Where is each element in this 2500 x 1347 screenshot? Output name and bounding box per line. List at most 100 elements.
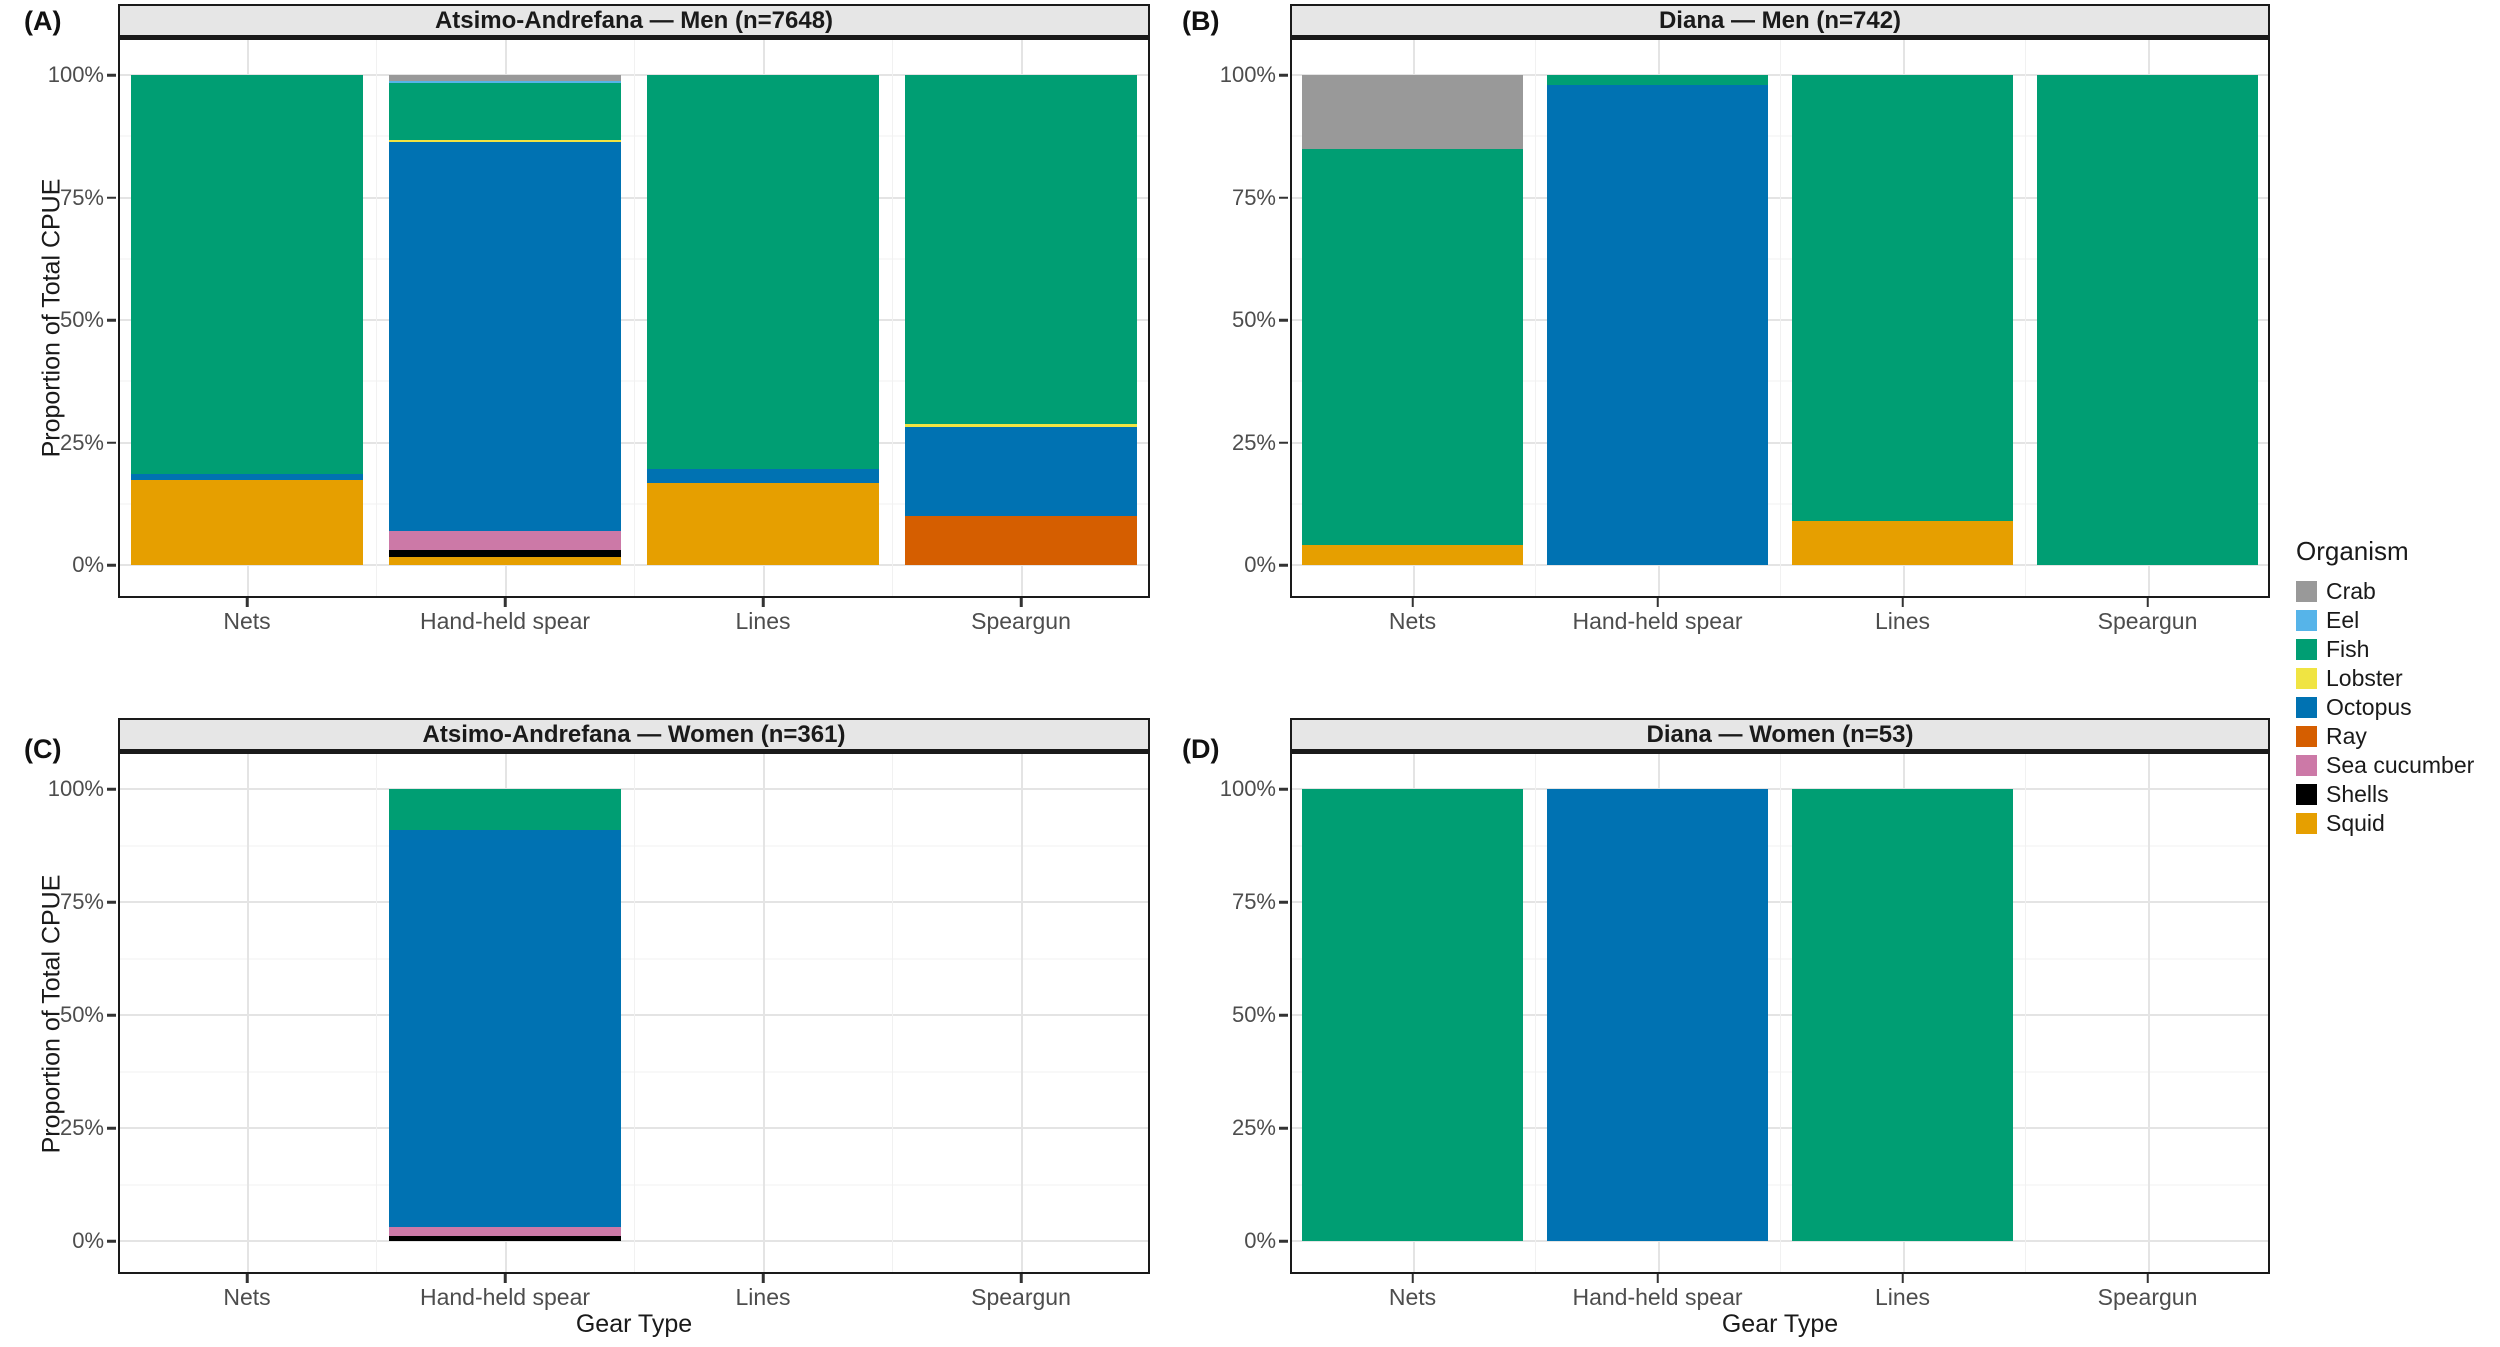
y-tick-label: 75% — [59, 889, 104, 914]
legend-item-shells: Shells — [2296, 780, 2496, 809]
facet-strip: Diana — Men (n=742) — [1290, 4, 2270, 38]
facet-strip: Diana — Women (n=53) — [1290, 718, 2270, 752]
legend-swatch-octopus — [2296, 697, 2317, 718]
gridline-vertical — [2025, 38, 2026, 598]
bar-segment-fish — [2037, 75, 2258, 565]
y-tick-mark — [107, 196, 116, 199]
y-tick-label: 75% — [1231, 889, 1276, 914]
panel-column: Atsimo-Andrefana — Men (n=7648) 100% 75% 5… — [48, 4, 1150, 634]
x-tick-label-speargun: Speargun — [2097, 608, 2198, 634]
x-tick-mark — [1656, 598, 1659, 607]
x-tick-labels: Nets Hand-held spear Lines Speargun — [118, 598, 1150, 634]
y-tick-mark — [107, 318, 116, 322]
x-tick-mark — [1411, 1274, 1414, 1283]
gridline-vertical — [247, 752, 249, 1274]
bar-segment-fish — [904, 75, 1138, 424]
gridline-vertical — [634, 38, 635, 598]
bar-segment-fish — [388, 789, 622, 831]
y-tick-label: 0% — [1244, 1228, 1276, 1253]
x-tick-label-speargun: Speargun — [971, 1284, 1071, 1310]
bar-segment-octopus — [904, 426, 1138, 516]
y-tick-mark — [107, 441, 116, 444]
gridline-vertical — [1021, 752, 1023, 1274]
legend-label-squid: Squid — [2326, 810, 2385, 836]
bar-segment-ray — [904, 515, 1138, 565]
bar-segment-squid — [1302, 545, 1523, 565]
y-tick-mark — [1279, 441, 1288, 444]
y-tick-label: 75% — [59, 184, 104, 210]
x-tick-mark — [1411, 598, 1414, 607]
plot-area: 100% 75% 50% 25% 0% — [48, 38, 1150, 607]
legend-item-lobster: Lobster — [2296, 664, 2496, 693]
y-tick-label: 100% — [1219, 776, 1276, 801]
bar-lines — [646, 75, 880, 565]
bar-segment-octopus — [388, 141, 622, 532]
y-tick-mark — [1279, 1239, 1288, 1243]
strip-title: Atsimo-Andrefana — Women (n=361) — [422, 720, 846, 748]
gridline-vertical — [1535, 38, 1536, 598]
x-tick-label-nets: Nets — [223, 608, 271, 634]
gridline-vertical — [2025, 752, 2026, 1274]
y-tick-label: 50% — [1231, 1002, 1276, 1027]
x-tick-mark — [245, 1274, 249, 1283]
legend-title: Organism — [2296, 536, 2409, 566]
legend-item-sea-cucumber: Sea cucumber — [2296, 751, 2496, 780]
x-tick-mark — [1656, 1274, 1659, 1283]
y-tick-mark — [107, 73, 116, 77]
x-tick-mark — [2146, 1274, 2149, 1283]
x-tick-mark — [503, 598, 507, 607]
x-tick-label-lines: Lines — [735, 1284, 791, 1310]
x-tick-mark — [1019, 598, 1023, 607]
gridline-vertical — [2147, 752, 2150, 1274]
y-tick-label: 50% — [59, 307, 104, 332]
y-tick-mark — [107, 1013, 116, 1017]
legend-label-shells: Shells — [2326, 781, 2389, 807]
x-tick-mark — [503, 1274, 507, 1283]
x-tick-label-speargun: Speargun — [971, 608, 1071, 634]
panel-letter-c: (C) — [24, 734, 62, 764]
panel-letter-b: (B) — [1182, 6, 1220, 36]
bar-segment-octopus — [130, 473, 364, 480]
y-tick-mark — [1279, 1126, 1288, 1130]
y-tick-mark — [107, 1239, 116, 1243]
bar-hand-held-spear — [1547, 75, 1768, 565]
bar-segment-squid — [388, 557, 622, 565]
legend-item-eel: Eel — [2296, 606, 2496, 635]
bars-region — [118, 789, 1150, 1241]
bar-hand-held-spear — [388, 789, 622, 1241]
bar-segment-squid — [646, 482, 880, 565]
plot-area: 100% 75% 50% 25% 0% — [48, 752, 1150, 1283]
bar-segment-fish — [646, 75, 880, 470]
grid-layer — [118, 752, 1150, 1274]
bar-segment-fish — [388, 83, 622, 140]
x-tick-mark — [761, 598, 765, 607]
gridline-vertical — [1535, 752, 1536, 1274]
bar-nets — [130, 75, 364, 565]
strip-title: Atsimo-Andrefana — Men (n=7648) — [434, 6, 834, 34]
legend-item-fish: Fish — [2296, 635, 2496, 664]
bar-lines — [1792, 75, 2013, 565]
x-tick-label-hand-held-spear: Hand-held spear — [1572, 1284, 1743, 1310]
x-tick-mark — [245, 598, 249, 607]
bar-segment-octopus — [1547, 84, 1768, 565]
bar-segment-fish — [1792, 789, 2013, 1241]
x-tick-label-lines: Lines — [1875, 1284, 1930, 1310]
legend-label-octopus: Octopus — [2326, 694, 2412, 720]
legend: Organism Crab Eel Fish Lobster Octopus Ray Sea… — [2296, 536, 2496, 838]
legend-label-fish: Fish — [2326, 636, 2370, 662]
y-tick-label: 25% — [1231, 429, 1276, 455]
y-tick-label: 25% — [59, 429, 104, 455]
y-tick-mark — [1279, 73, 1288, 77]
x-tick-label-speargun: Speargun — [2097, 1284, 2198, 1310]
x-axis-title: Gear Type — [575, 1310, 693, 1338]
x-tick-label-nets: Nets — [223, 1284, 271, 1310]
bars-region — [118, 75, 1150, 565]
bar-segment-sea-cucumber — [388, 1226, 622, 1237]
bar-lines — [1792, 789, 2013, 1241]
y-tick-mark — [1279, 196, 1288, 199]
panel-letter-d: (D) — [1182, 734, 1220, 764]
gridline-vertical — [892, 752, 893, 1274]
panel-column: Atsimo-Andrefana — Women (n=361) 100% 75%… — [48, 718, 1150, 1347]
bar-segment-octopus — [388, 830, 622, 1227]
